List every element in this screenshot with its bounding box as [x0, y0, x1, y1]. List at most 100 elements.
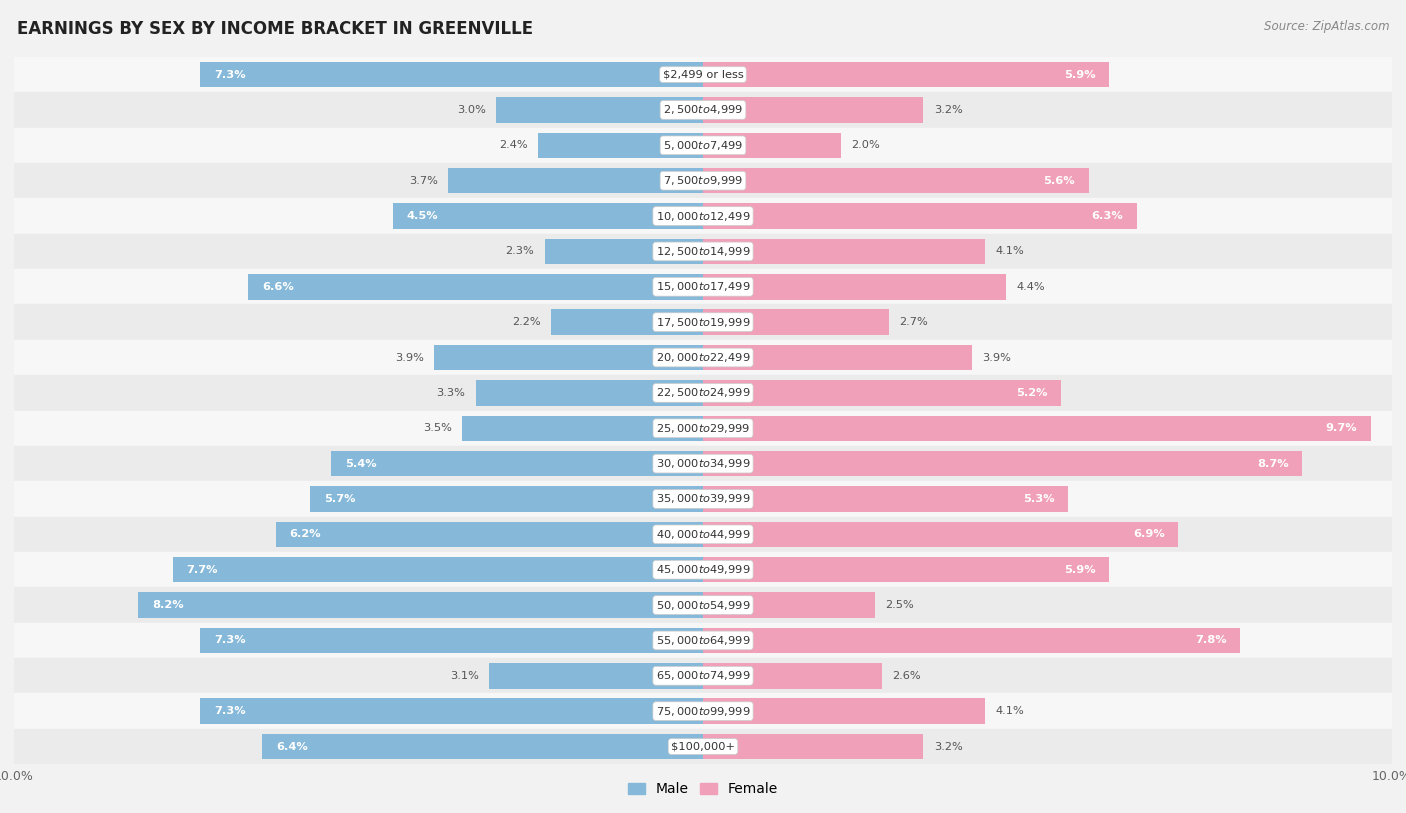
Bar: [703, 310, 889, 335]
Text: 7.3%: 7.3%: [214, 70, 246, 80]
Text: $30,000 to $34,999: $30,000 to $34,999: [655, 457, 751, 470]
Text: EARNINGS BY SEX BY INCOME BRACKET IN GREENVILLE: EARNINGS BY SEX BY INCOME BRACKET IN GRE…: [17, 20, 533, 38]
Text: 7.7%: 7.7%: [186, 565, 218, 575]
Text: 2.4%: 2.4%: [499, 141, 527, 150]
Bar: [544, 239, 703, 264]
Text: $40,000 to $44,999: $40,000 to $44,999: [655, 528, 751, 541]
Bar: [14, 57, 1392, 92]
Bar: [449, 168, 703, 193]
Text: $10,000 to $12,499: $10,000 to $12,499: [655, 210, 751, 223]
Text: $75,000 to $99,999: $75,000 to $99,999: [655, 705, 751, 718]
Bar: [138, 593, 703, 618]
Text: 6.4%: 6.4%: [276, 741, 308, 751]
Text: 7.8%: 7.8%: [1195, 636, 1226, 646]
Bar: [703, 345, 972, 370]
Bar: [703, 593, 875, 618]
Text: 4.1%: 4.1%: [995, 706, 1025, 716]
Text: $2,499 or less: $2,499 or less: [662, 70, 744, 80]
Bar: [703, 486, 1069, 511]
Text: $55,000 to $64,999: $55,000 to $64,999: [655, 634, 751, 647]
Text: 2.2%: 2.2%: [512, 317, 541, 327]
Bar: [14, 233, 1392, 269]
Bar: [703, 628, 1240, 653]
Text: 5.9%: 5.9%: [1064, 565, 1095, 575]
Bar: [311, 486, 703, 511]
Bar: [392, 203, 703, 228]
Text: $25,000 to $29,999: $25,000 to $29,999: [655, 422, 751, 435]
Bar: [14, 693, 1392, 729]
Bar: [703, 203, 1137, 228]
Text: 3.2%: 3.2%: [934, 741, 963, 751]
Text: 3.7%: 3.7%: [409, 176, 437, 185]
Text: 2.5%: 2.5%: [886, 600, 914, 610]
Bar: [14, 198, 1392, 234]
Bar: [14, 481, 1392, 517]
Text: 5.2%: 5.2%: [1017, 388, 1047, 398]
Text: 3.9%: 3.9%: [395, 353, 425, 363]
Bar: [703, 415, 1371, 441]
Text: 5.6%: 5.6%: [1043, 176, 1076, 185]
Bar: [703, 734, 924, 759]
Bar: [703, 133, 841, 158]
Bar: [551, 310, 703, 335]
Text: 6.3%: 6.3%: [1091, 211, 1123, 221]
Text: 2.6%: 2.6%: [893, 671, 921, 680]
Bar: [496, 98, 703, 123]
Text: 2.0%: 2.0%: [851, 141, 880, 150]
Bar: [703, 98, 924, 123]
Text: 6.2%: 6.2%: [290, 529, 321, 539]
Text: Source: ZipAtlas.com: Source: ZipAtlas.com: [1264, 20, 1389, 33]
Text: 4.5%: 4.5%: [406, 211, 439, 221]
Text: 9.7%: 9.7%: [1326, 424, 1358, 433]
Text: $17,500 to $19,999: $17,500 to $19,999: [655, 315, 751, 328]
Bar: [200, 628, 703, 653]
Text: $45,000 to $49,999: $45,000 to $49,999: [655, 563, 751, 576]
Text: 3.5%: 3.5%: [423, 424, 451, 433]
Bar: [14, 659, 1392, 693]
Bar: [14, 517, 1392, 552]
Text: 4.1%: 4.1%: [995, 246, 1025, 256]
Bar: [330, 451, 703, 476]
Bar: [14, 729, 1392, 764]
Text: 3.3%: 3.3%: [436, 388, 465, 398]
Bar: [537, 133, 703, 158]
Bar: [489, 663, 703, 689]
Bar: [703, 451, 1302, 476]
Text: 3.1%: 3.1%: [450, 671, 479, 680]
Text: 5.9%: 5.9%: [1064, 70, 1095, 80]
Bar: [262, 734, 703, 759]
Bar: [703, 168, 1088, 193]
Bar: [14, 623, 1392, 659]
Bar: [14, 92, 1392, 128]
Legend: Male, Female: Male, Female: [628, 782, 778, 796]
Bar: [461, 415, 703, 441]
Bar: [703, 557, 1109, 582]
Text: 2.7%: 2.7%: [900, 317, 928, 327]
Text: $20,000 to $22,499: $20,000 to $22,499: [655, 351, 751, 364]
Bar: [200, 698, 703, 724]
Text: $7,500 to $9,999: $7,500 to $9,999: [664, 174, 742, 187]
Bar: [14, 269, 1392, 304]
Text: $5,000 to $7,499: $5,000 to $7,499: [664, 139, 742, 152]
Text: $2,500 to $4,999: $2,500 to $4,999: [664, 103, 742, 116]
Text: 8.7%: 8.7%: [1257, 459, 1289, 468]
Bar: [14, 376, 1392, 411]
Bar: [14, 304, 1392, 340]
Text: 7.3%: 7.3%: [214, 636, 246, 646]
Bar: [14, 587, 1392, 623]
Text: 6.6%: 6.6%: [262, 282, 294, 292]
Bar: [14, 128, 1392, 163]
Bar: [703, 274, 1007, 299]
Text: 7.3%: 7.3%: [214, 706, 246, 716]
Bar: [703, 62, 1109, 87]
Bar: [200, 62, 703, 87]
Text: 3.9%: 3.9%: [981, 353, 1011, 363]
Bar: [703, 239, 986, 264]
Bar: [703, 380, 1062, 406]
Bar: [434, 345, 703, 370]
Text: 6.9%: 6.9%: [1133, 529, 1164, 539]
Bar: [703, 698, 986, 724]
Text: 3.0%: 3.0%: [457, 105, 486, 115]
Bar: [173, 557, 703, 582]
Bar: [249, 274, 703, 299]
